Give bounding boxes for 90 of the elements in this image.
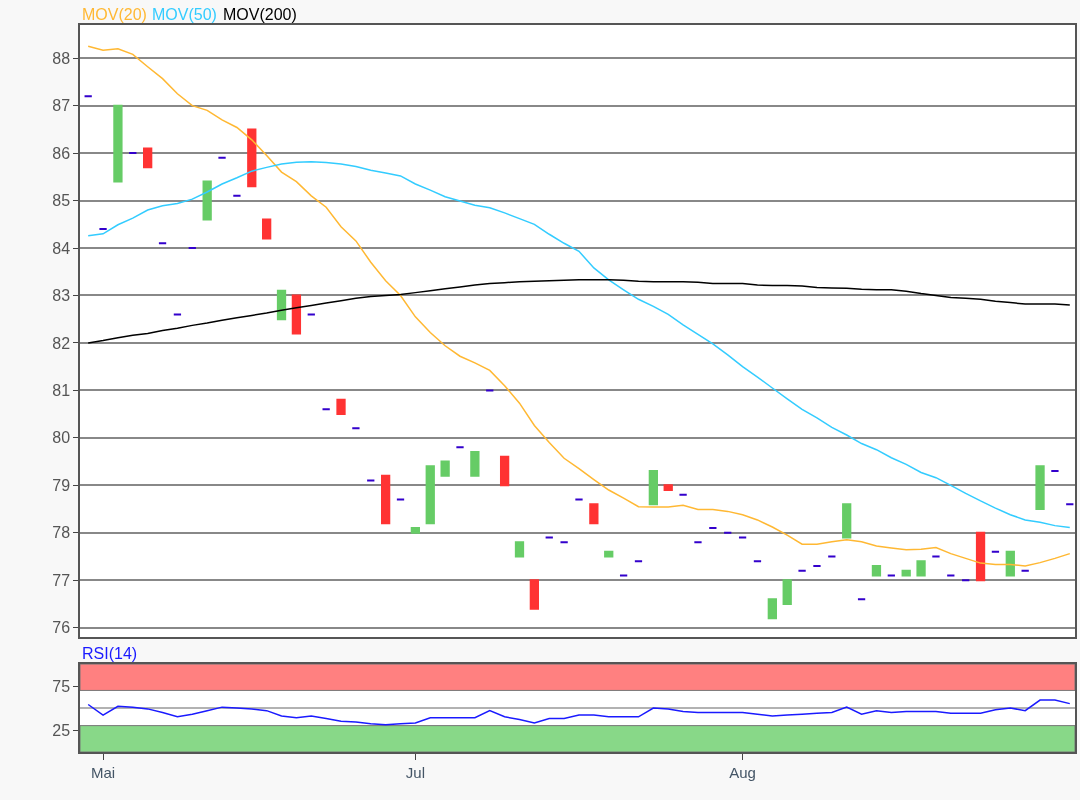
candlestick bbox=[975, 531, 986, 582]
y-tick-label: 82 bbox=[52, 334, 71, 352]
candlestick bbox=[946, 574, 956, 577]
candlestick bbox=[723, 531, 733, 534]
candlestick bbox=[767, 598, 777, 620]
y-tick-label: 78 bbox=[52, 524, 71, 542]
y-tick-label: 25 bbox=[52, 721, 71, 739]
x-tick-label: Aug bbox=[729, 763, 756, 781]
candlestick bbox=[916, 560, 926, 577]
x-tick-label: Jul bbox=[405, 763, 425, 781]
candlestick bbox=[589, 503, 599, 525]
candlestick bbox=[187, 247, 197, 250]
candlestick bbox=[499, 455, 510, 487]
candlestick bbox=[737, 536, 748, 539]
y-tick-label: 86 bbox=[52, 144, 71, 162]
y-tick-label: 88 bbox=[52, 49, 71, 67]
y-tick-label: 77 bbox=[52, 571, 71, 589]
candlestick bbox=[648, 470, 658, 506]
candlestick bbox=[306, 313, 316, 316]
y-tick-label: 84 bbox=[52, 239, 71, 257]
candlestick bbox=[455, 446, 465, 449]
candlestick bbox=[856, 598, 867, 601]
candlestick bbox=[202, 180, 212, 221]
candlestick bbox=[440, 460, 450, 477]
candlestick bbox=[381, 474, 391, 525]
candlestick bbox=[395, 498, 406, 501]
candlestick bbox=[425, 465, 435, 525]
candlestick bbox=[128, 152, 138, 155]
candlestick bbox=[574, 498, 584, 501]
x-tick-label: Mai bbox=[90, 763, 116, 781]
candlestick bbox=[693, 541, 703, 544]
candlestick bbox=[470, 451, 480, 477]
candlestick bbox=[827, 555, 837, 558]
candlestick bbox=[708, 526, 718, 529]
candlestick bbox=[157, 242, 168, 245]
candlestick bbox=[247, 128, 257, 188]
candlestick bbox=[83, 95, 93, 98]
candlestick bbox=[812, 564, 822, 567]
candlestick bbox=[113, 104, 123, 183]
candlestick bbox=[871, 564, 882, 577]
candlestick bbox=[559, 541, 569, 544]
text: MOV(50) bbox=[152, 6, 217, 23]
candlestick bbox=[633, 560, 644, 563]
candlestick bbox=[931, 555, 941, 558]
series-label: MOV(20) bbox=[82, 6, 147, 23]
candlestick bbox=[321, 408, 331, 411]
y-tick-label: 87 bbox=[52, 97, 71, 115]
y-tick-label: 75 bbox=[52, 677, 71, 695]
candlestick bbox=[961, 579, 971, 582]
candlestick bbox=[752, 560, 763, 563]
y-tick-label: 79 bbox=[52, 476, 71, 494]
y-tick-label: 83 bbox=[52, 287, 71, 305]
candlestick bbox=[351, 427, 361, 430]
candlestick bbox=[410, 526, 421, 534]
candlestick bbox=[276, 289, 287, 321]
candlestick bbox=[336, 398, 346, 416]
candlestick bbox=[886, 574, 896, 577]
candlestick bbox=[291, 294, 302, 335]
candlestick bbox=[217, 156, 227, 159]
candlestick bbox=[1020, 569, 1030, 572]
candlestick bbox=[663, 484, 673, 492]
candlestick bbox=[232, 194, 242, 197]
y-tick-label: 85 bbox=[52, 192, 71, 210]
candlestick bbox=[172, 313, 183, 316]
candlestick bbox=[544, 536, 554, 539]
candlestick bbox=[143, 147, 153, 169]
line-series bbox=[87, 699, 1071, 726]
y-tick-label: 81 bbox=[52, 381, 71, 399]
candlestick bbox=[98, 228, 108, 231]
line-series bbox=[87, 279, 1071, 344]
y-tick-label: 76 bbox=[52, 619, 71, 637]
y-tick-label: 80 bbox=[52, 429, 71, 447]
candlestick bbox=[618, 574, 629, 577]
text: MOV(200) bbox=[223, 6, 297, 23]
candlestick bbox=[485, 389, 495, 392]
candlestick bbox=[529, 579, 540, 610]
candlestick bbox=[262, 218, 272, 240]
text: RSI(14) bbox=[82, 645, 138, 662]
candlestick bbox=[1050, 470, 1060, 473]
candlestick bbox=[678, 493, 688, 496]
line-series bbox=[87, 160, 1071, 529]
line-series bbox=[87, 45, 1071, 567]
candlestick bbox=[366, 479, 376, 482]
candlestick bbox=[990, 550, 1001, 553]
candlestick bbox=[1035, 465, 1045, 511]
candlestick bbox=[514, 541, 525, 558]
candlestick bbox=[797, 569, 807, 572]
candlestick bbox=[782, 579, 792, 605]
candlestick bbox=[842, 503, 852, 539]
candlestick bbox=[1065, 503, 1075, 506]
